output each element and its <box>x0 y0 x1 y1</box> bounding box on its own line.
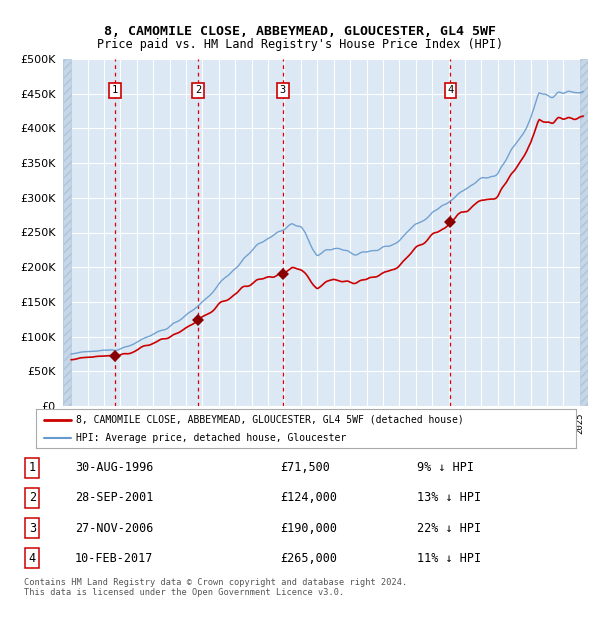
Text: 8, CAMOMILE CLOSE, ABBEYMEAD, GLOUCESTER, GL4 5WF (detached house): 8, CAMOMILE CLOSE, ABBEYMEAD, GLOUCESTER… <box>77 415 464 425</box>
Text: 1: 1 <box>112 85 118 95</box>
Text: 10-FEB-2017: 10-FEB-2017 <box>75 552 154 565</box>
Text: £71,500: £71,500 <box>280 461 330 474</box>
Text: 30-AUG-1996: 30-AUG-1996 <box>75 461 154 474</box>
Text: 28-SEP-2001: 28-SEP-2001 <box>75 492 154 505</box>
Text: 3: 3 <box>29 521 36 534</box>
Text: 2: 2 <box>195 85 202 95</box>
Text: Price paid vs. HM Land Registry's House Price Index (HPI): Price paid vs. HM Land Registry's House … <box>97 38 503 51</box>
Text: 13% ↓ HPI: 13% ↓ HPI <box>417 492 481 505</box>
Bar <box>580 59 590 406</box>
Text: HPI: Average price, detached house, Gloucester: HPI: Average price, detached house, Glou… <box>77 433 347 443</box>
Text: £190,000: £190,000 <box>280 521 337 534</box>
Text: 8, CAMOMILE CLOSE, ABBEYMEAD, GLOUCESTER, GL4 5WF: 8, CAMOMILE CLOSE, ABBEYMEAD, GLOUCESTER… <box>104 25 496 38</box>
Text: 4: 4 <box>29 552 36 565</box>
Text: £124,000: £124,000 <box>280 492 337 505</box>
Text: 9% ↓ HPI: 9% ↓ HPI <box>417 461 474 474</box>
Text: 22% ↓ HPI: 22% ↓ HPI <box>417 521 481 534</box>
Text: £265,000: £265,000 <box>280 552 337 565</box>
Text: 3: 3 <box>280 85 286 95</box>
Text: Contains HM Land Registry data © Crown copyright and database right 2024.
This d: Contains HM Land Registry data © Crown c… <box>24 578 407 597</box>
Text: 27-NOV-2006: 27-NOV-2006 <box>75 521 154 534</box>
Text: 1: 1 <box>29 461 36 474</box>
Text: 4: 4 <box>448 85 454 95</box>
Text: 2: 2 <box>29 492 36 505</box>
Text: 11% ↓ HPI: 11% ↓ HPI <box>417 552 481 565</box>
Bar <box>63 59 71 406</box>
